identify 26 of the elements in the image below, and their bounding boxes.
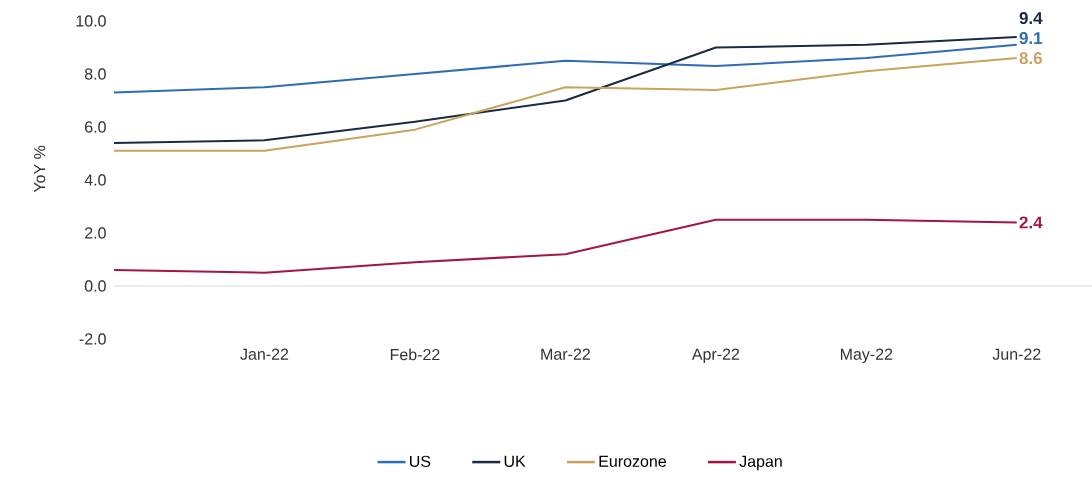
x-tick-label: Mar-22 (541, 348, 590, 360)
y-tick-label: 0.0 (84, 280, 106, 292)
y-tick-label: 6.0 (85, 121, 106, 133)
x-tick-label: Apr-22 (691, 348, 740, 364)
data-label: 9.4 (1019, 12, 1043, 25)
x-tick-label: Jun-22 (992, 348, 1041, 360)
data-label: 2.4 (1019, 216, 1043, 229)
y-tick-label: 10.0 (76, 15, 106, 27)
line-series (113, 218, 1018, 274)
legend-label: Japan (739, 455, 782, 471)
line-series (113, 35, 1018, 144)
legend-label: Eurozone (599, 455, 666, 467)
data-label: 8.6 (1019, 52, 1042, 65)
x-tick-label: Jan-22 (240, 348, 289, 360)
y-axis-title: YoY % (34, 145, 46, 193)
y-tick-label: 4.0 (84, 174, 106, 186)
line-series (113, 43, 1018, 94)
y-tick-label: 8.0 (84, 68, 106, 80)
x-tick-label: May-22 (840, 348, 893, 364)
line-series (113, 57, 1018, 152)
legend-label: US (410, 455, 431, 468)
data-label: 9.1 (1019, 32, 1043, 45)
y-tick-label: 2.0 (85, 227, 106, 239)
legend-label: UK (504, 455, 526, 467)
y-tick-label: -2.0 (79, 333, 106, 345)
x-tick-label: Feb-22 (390, 348, 440, 361)
